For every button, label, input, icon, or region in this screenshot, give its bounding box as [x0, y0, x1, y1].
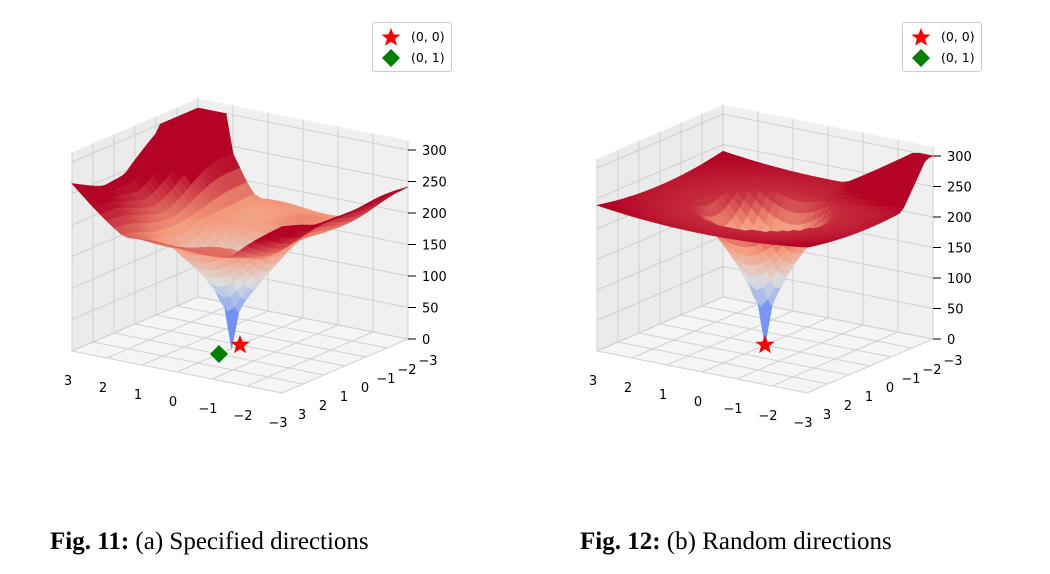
marked-points: [210, 335, 250, 363]
x-tick-label: 1: [134, 388, 142, 403]
y-tick-label: 0: [361, 381, 369, 396]
legend-label: (0, 1): [411, 50, 445, 65]
figure-caption: Fig. 12: (b) Random directions: [580, 528, 892, 556]
legend-entry-point: (0, 1): [907, 47, 975, 68]
z-tick-label: 100: [947, 272, 972, 287]
diamond-icon: [377, 48, 405, 68]
legend: (0, 0) (0, 1): [372, 22, 452, 72]
x-tick-label: 0: [169, 395, 177, 410]
marked-points: [755, 335, 775, 354]
x-tick-label: 2: [624, 381, 632, 396]
x-tick-label: −2: [233, 409, 252, 424]
z-tick-label: 300: [422, 144, 447, 159]
y-tick-label: −2: [397, 363, 416, 378]
x-tick-label: 0: [694, 395, 702, 410]
y-tick-label: −2: [922, 363, 941, 378]
legend-entry-point: (0, 1): [377, 47, 445, 68]
y-tick-label: −3: [943, 354, 962, 369]
figure-12-panel: 3 2 1 0 −1 −2 −3 3 2 1 0 −1 −2 −3 300 250 200 150 100 50 0 (…: [525, 0, 1050, 574]
legend-entry-origin: (0, 0): [377, 26, 445, 47]
legend-label: (0, 1): [941, 50, 975, 65]
loss-surface: [71, 107, 409, 349]
legend-label: (0, 0): [411, 29, 445, 44]
z-tick-label: 0: [422, 333, 430, 348]
caption-prefix: Fig. 11:: [50, 528, 130, 555]
diamond-icon: [907, 48, 935, 68]
y-tick-label: 1: [865, 390, 873, 405]
y-tick-label: 3: [823, 408, 831, 423]
z-tick-label: 0: [947, 333, 955, 348]
caption-text: (a) Specified directions: [135, 528, 369, 555]
legend-entry-origin: (0, 0): [907, 26, 975, 47]
loss-surface: [595, 150, 935, 346]
z-tick-label: 150: [947, 242, 972, 257]
z-tick-label: 200: [422, 207, 447, 222]
z-tick-label: 100: [422, 270, 447, 285]
x-tick-label: −3: [793, 416, 812, 431]
x-tick-label: 2: [99, 381, 107, 396]
y-tick-label: 2: [319, 399, 327, 414]
y-tick-label: −3: [418, 354, 437, 369]
y-tick-label: 2: [844, 399, 852, 414]
x-tick-label: −1: [198, 402, 217, 417]
diamond-marker: [210, 345, 228, 363]
y-tick-label: 0: [886, 381, 894, 396]
star-marker: [755, 335, 775, 354]
y-tick-label: −1: [901, 372, 920, 387]
star-icon: [907, 27, 935, 47]
caption-text: (b) Random directions: [666, 528, 892, 555]
y-tick-label: −1: [376, 372, 395, 387]
star-icon: [377, 27, 405, 47]
legend-label: (0, 0): [941, 29, 975, 44]
z-tick-label: 300: [947, 150, 972, 165]
z-tick-label: 250: [947, 181, 972, 196]
x-tick-label: −1: [723, 402, 742, 417]
z-tick-label: 150: [422, 239, 447, 254]
z-tick-label: 50: [947, 303, 964, 318]
y-tick-label: 1: [340, 390, 348, 405]
figure-11-panel: 3 2 1 0 −1 −2 −3 3 2 1 0 −1 −2 −3 300 250 200 150 100 50 0 (…: [50, 22, 452, 556]
x-tick-label: 1: [659, 388, 667, 403]
x-tick-label: −3: [268, 416, 287, 431]
z-tick-label: 50: [422, 302, 439, 317]
z-tick-label: 200: [947, 211, 972, 226]
x-tick-label: 3: [64, 374, 72, 389]
figure-caption: Fig. 11: (a) Specified directions: [50, 528, 369, 556]
legend: (0, 0) (0, 1): [902, 22, 982, 72]
x-tick-label: −2: [758, 409, 777, 424]
z-tick-label: 250: [422, 176, 447, 191]
x-tick-label: 3: [589, 374, 597, 389]
y-tick-label: 3: [298, 408, 306, 423]
star-marker: [230, 335, 250, 354]
caption-prefix: Fig. 12:: [580, 528, 661, 555]
